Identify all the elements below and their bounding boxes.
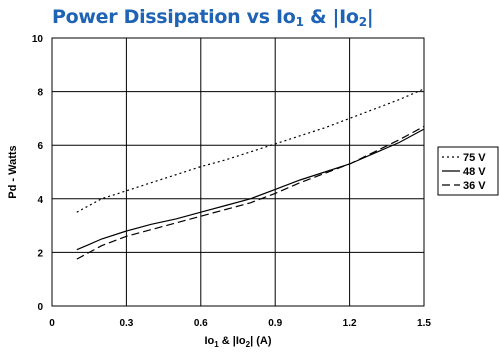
- x-tick-label: 1.5: [417, 318, 431, 329]
- x-tick-label: 1.2: [343, 318, 357, 329]
- legend-label: 75 V: [463, 152, 486, 164]
- y-axis-label: Pd - Watts: [7, 145, 19, 198]
- x-tick-label: 0.3: [119, 318, 133, 329]
- x-tick-label: 0: [49, 318, 55, 329]
- y-tick-label: 2: [37, 248, 43, 259]
- xlabel-sub-1: 1: [214, 340, 219, 349]
- xlabel-rest: & |Io: [219, 335, 246, 347]
- grid: [51, 37, 425, 307]
- y-tick-labels: 0 2 4 6 8 10: [32, 34, 44, 313]
- title-mid: & |Io: [303, 6, 359, 28]
- x-tick-label: 0.6: [194, 318, 208, 329]
- y-tick-label: 10: [32, 34, 44, 45]
- xlabel-end: | (A): [250, 335, 272, 347]
- legend: 75 V 48 V 36 V: [437, 146, 499, 196]
- series-line-36v: [76, 125, 425, 260]
- legend-label: 36 V: [463, 180, 486, 192]
- series-line-48v: [76, 128, 425, 251]
- y-tick-label: 0: [37, 302, 43, 313]
- y-tick-label: 6: [37, 141, 43, 152]
- x-tick-label: 0.9: [268, 318, 282, 329]
- y-tick-label: 8: [37, 88, 43, 99]
- xlabel-main: Io: [204, 335, 214, 347]
- series-group: [76, 88, 425, 260]
- y-tick-label: 4: [37, 195, 43, 206]
- title-sub-2: 2: [358, 15, 367, 29]
- chart-title: Power Dissipation vs Io1 & |Io2|: [52, 6, 374, 29]
- title-main: Power Dissipation vs Io: [52, 6, 296, 28]
- title-end: |: [366, 6, 374, 28]
- x-axis-label: Io1 & |Io2| (A): [204, 335, 271, 349]
- title-sub-1: 1: [295, 15, 304, 29]
- plot-frame: [51, 37, 425, 307]
- legend-label: 48 V: [463, 166, 486, 178]
- x-tick-labels: 0 0.3 0.6 0.9 1.2 1.5: [49, 318, 431, 329]
- series-line-75v: [76, 88, 425, 213]
- xlabel-sub-2: 2: [246, 340, 251, 349]
